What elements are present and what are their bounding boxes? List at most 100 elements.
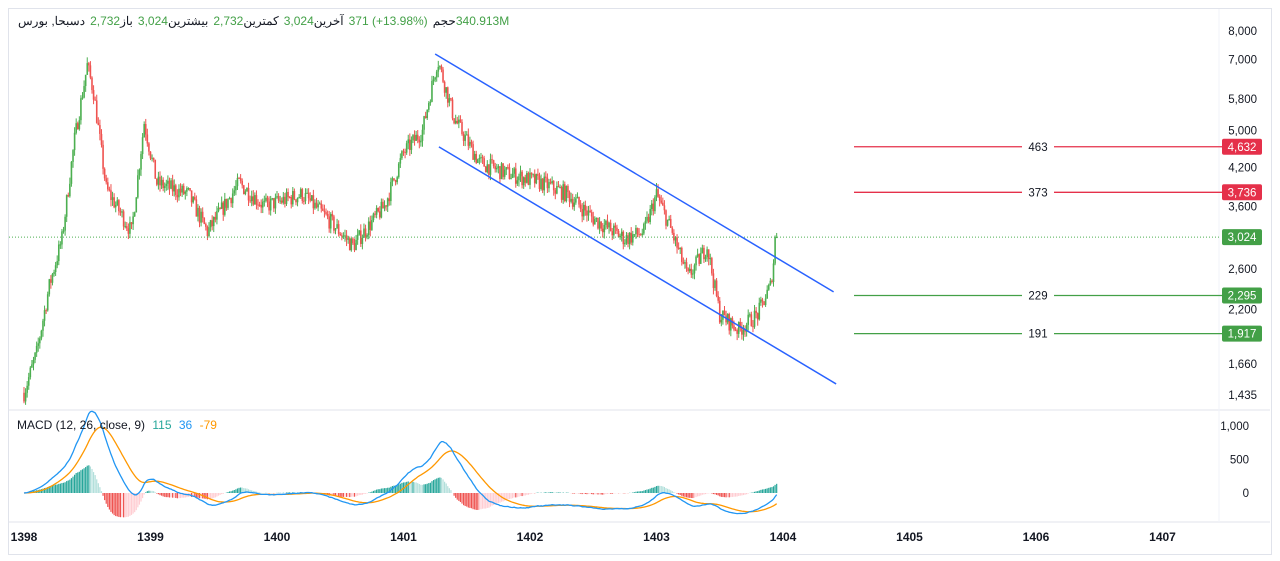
candle-body — [228, 198, 231, 200]
candle-body — [744, 329, 746, 332]
candle-body — [26, 385, 28, 393]
candle-body — [650, 203, 653, 210]
candle-body — [477, 159, 479, 163]
level-note: 191 — [1028, 329, 1047, 341]
candle-body — [333, 216, 335, 231]
candle-body — [282, 196, 285, 203]
candle-body — [258, 204, 261, 206]
candle-body — [193, 197, 196, 200]
price-tick-label: 3,600 — [1228, 201, 1257, 213]
candle-body — [551, 181, 553, 184]
candle-body — [108, 189, 111, 191]
candle-body — [209, 220, 212, 228]
candle-body — [684, 262, 686, 264]
time-tick-label: 1402 — [517, 530, 544, 544]
candle-body — [643, 223, 645, 234]
last-price-badge-bg — [1222, 229, 1262, 246]
price-tick-label: 5,800 — [1228, 94, 1257, 106]
candle-body — [502, 163, 504, 177]
candle-body — [306, 192, 308, 194]
candle-body — [606, 220, 609, 228]
candle-body — [75, 123, 77, 133]
volume-value: 340.913M — [455, 14, 510, 28]
candle-body — [72, 150, 74, 162]
candle-body — [62, 230, 65, 232]
candle-body — [257, 204, 259, 206]
candle-body — [231, 193, 234, 204]
candle-body — [703, 247, 705, 260]
candle-body — [372, 213, 375, 221]
candle-body — [141, 137, 144, 155]
macd-signal-line — [24, 426, 778, 513]
candle-body — [464, 135, 466, 141]
candle-body — [363, 228, 365, 238]
candle-body — [168, 180, 171, 189]
candle-body — [361, 237, 364, 244]
candle-body — [409, 139, 411, 150]
candle-body — [293, 191, 296, 200]
candle-body — [396, 177, 398, 183]
candle-body — [292, 191, 294, 205]
candle-body — [92, 90, 95, 100]
candle-body — [658, 196, 661, 201]
candle-body — [454, 120, 457, 124]
candle-body — [617, 230, 620, 238]
symbol-title: دسبحا, بورس — [18, 14, 86, 28]
candle-body — [424, 116, 427, 119]
candle-body — [704, 257, 707, 260]
candle-body — [613, 225, 615, 236]
candle-body — [500, 163, 503, 180]
candle-body — [611, 231, 614, 236]
candle-body — [473, 153, 476, 160]
candle-body — [535, 173, 538, 184]
channel-lower-line — [438, 146, 837, 385]
candle-body — [247, 188, 250, 201]
candle-body — [698, 254, 700, 264]
candle-body — [503, 169, 506, 177]
candle-body — [619, 235, 621, 238]
candle-body — [701, 247, 704, 254]
candle-body — [530, 172, 533, 175]
candle-body — [113, 197, 115, 208]
open-value: 2,732 — [90, 14, 121, 28]
candle-body — [246, 188, 248, 192]
candle-body — [775, 237, 778, 239]
candle-body — [635, 227, 637, 235]
candle-body — [345, 235, 348, 240]
candle-body — [688, 268, 691, 272]
candle-body — [151, 157, 153, 159]
candle-body — [537, 173, 539, 176]
candle-body — [86, 63, 89, 75]
candle-body — [287, 191, 289, 198]
candle-body — [654, 197, 656, 212]
candle-body — [627, 235, 629, 245]
candle-body — [203, 217, 206, 224]
candle-body — [364, 228, 367, 237]
candle-body — [184, 191, 187, 194]
candle-body — [458, 119, 460, 124]
candle-body — [560, 186, 563, 200]
candle-body — [647, 216, 650, 222]
candle-body — [527, 173, 530, 185]
candle-body — [189, 188, 191, 191]
macd-legend[interactable]: MACD (12, 26, close, 9) 115 36 -79 — [17, 418, 221, 432]
candle-body — [261, 201, 264, 208]
candle-body — [706, 249, 708, 258]
macd-tick-label: 0 — [1243, 488, 1249, 500]
candle-body — [137, 175, 139, 198]
candle-body — [774, 237, 776, 264]
candle-body — [394, 180, 397, 183]
candle-body — [83, 86, 85, 98]
candle-body — [212, 217, 215, 227]
candle-body — [712, 273, 715, 288]
candle-body — [303, 200, 305, 202]
candle-body — [431, 80, 433, 102]
candle-body — [510, 177, 512, 179]
candle-body — [730, 318, 732, 331]
candle-body — [486, 164, 489, 173]
candle-body — [322, 208, 324, 211]
candle-body — [347, 238, 349, 240]
candle-body — [135, 197, 138, 213]
candle-body — [592, 216, 595, 225]
